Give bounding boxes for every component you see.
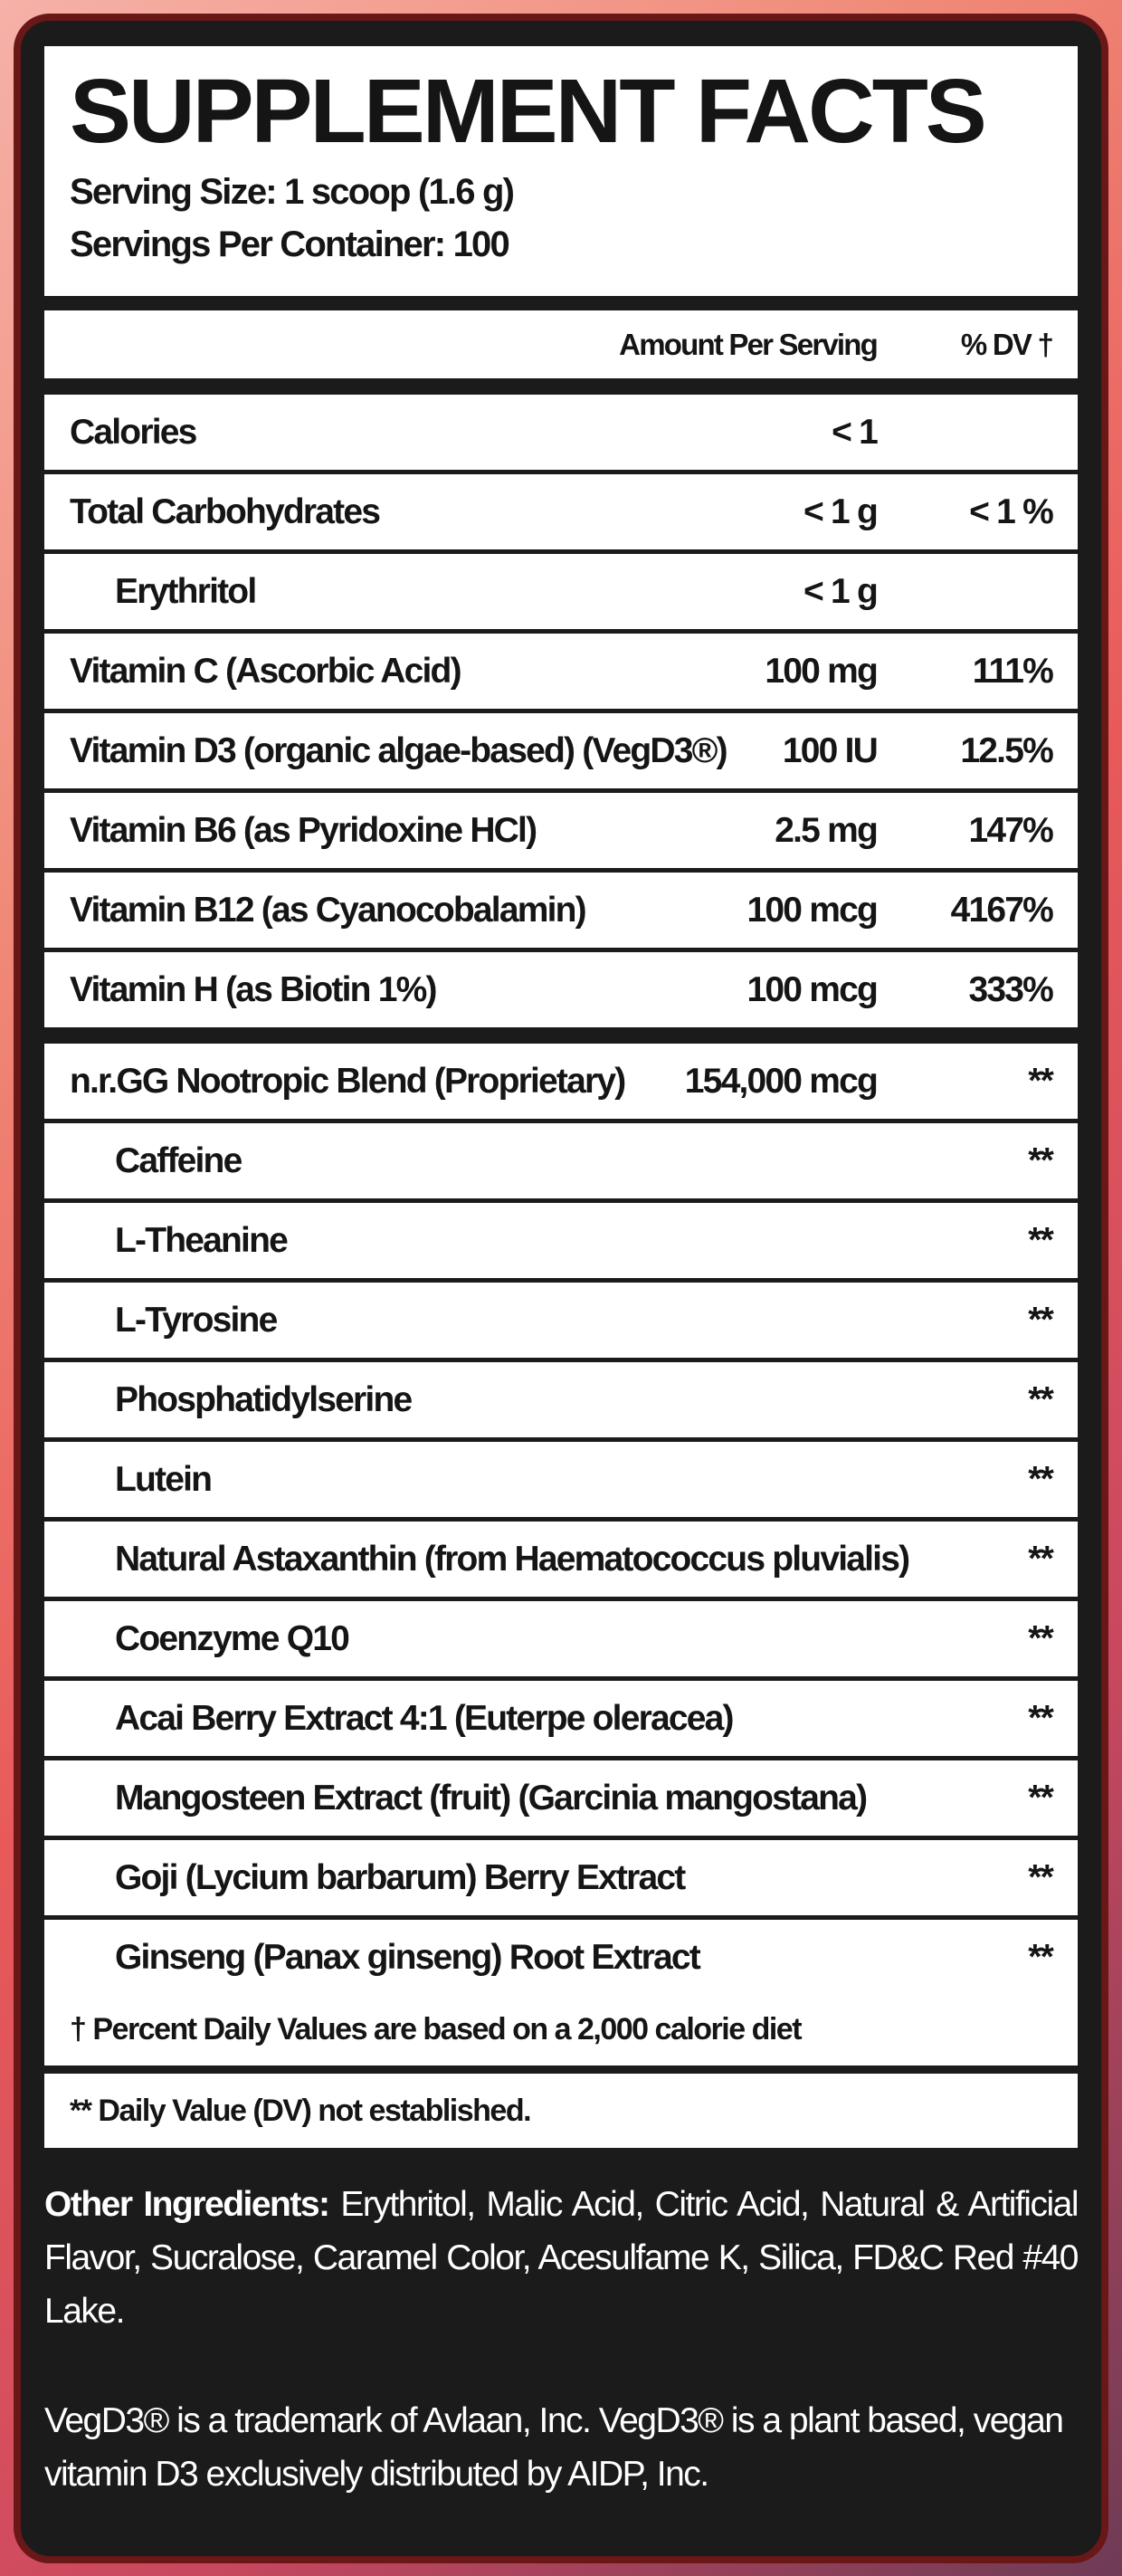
nutrient-amount: 100 IU	[782, 730, 879, 770]
trademark-note: VegD3® is a trademark of Avlaan, Inc. Ve…	[44, 2401, 1064, 2494]
nutrient-name: Vitamin B12 (as Cyanocobalamin)	[70, 890, 587, 930]
nutrient-dv: **	[1028, 1618, 1054, 1658]
nutrient-amount: 100 mg	[765, 651, 878, 691]
table-row: Ginseng (Panax ginseng) Root Extract **	[44, 1920, 1078, 1995]
serving-size: Serving Size: 1 scoop (1.6 g)	[70, 172, 515, 212]
nutrient-dv: **	[1028, 1539, 1054, 1579]
table-row: Phosphatidylserine **	[44, 1362, 1078, 1437]
nutrient-name: Mangosteen Extract (fruit) (Garcinia man…	[115, 1778, 868, 1818]
table-row: Vitamin B6 (as Pyridoxine HCl) 2.5 mg 147%	[44, 793, 1078, 868]
nutrient-dv: 12.5%	[960, 730, 1053, 770]
table-row: Acai Berry Extract 4:1 (Euterpe oleracea…	[44, 1681, 1078, 1756]
nutrient-dv: **	[1028, 1459, 1054, 1499]
nutrient-dv: 4167%	[950, 890, 1054, 930]
nutrient-dv: < 1 %	[969, 491, 1054, 531]
table-row: Erythritol < 1 g	[44, 554, 1078, 629]
nutrient-name: Ginseng (Panax ginseng) Root Extract	[115, 1937, 701, 1977]
title-panel: SUPPLEMENT FACTS Serving Size: 1 scoop (…	[44, 46, 1078, 296]
nutrient-amount: < 1 g	[803, 571, 879, 611]
nutrient-dv: **	[1028, 1061, 1054, 1101]
nutrient-name: L-Tyrosine	[115, 1300, 278, 1340]
nutrient-name: Vitamin C (Ascorbic Acid)	[70, 651, 462, 691]
page-title: SUPPLEMENT FACTS	[70, 61, 987, 162]
nutrient-name: Coenzyme Q10	[115, 1618, 350, 1658]
table-row: Goji (Lycium barbarum) Berry Extract **	[44, 1840, 1078, 1915]
table-row: Caffeine **	[44, 1123, 1078, 1198]
nutrient-dv: **	[1028, 1857, 1054, 1897]
nutrient-name: Goji (Lycium barbarum) Berry Extract	[115, 1857, 686, 1897]
amount-header: Amount Per Serving	[619, 327, 879, 361]
table-row: Vitamin H (as Biotin 1%) 100 mcg 333%	[44, 952, 1078, 1027]
nutrient-dv: 111%	[972, 651, 1054, 691]
supplement-facts-card: SUPPLEMENT FACTS Serving Size: 1 scoop (…	[14, 14, 1108, 2563]
table-row: Vitamin D3 (organic algae-based) (VegD3®…	[44, 713, 1078, 788]
dv-header: % DV †	[960, 327, 1054, 361]
nutrient-name: Vitamin D3 (organic algae-based) (VegD3®…	[70, 730, 728, 770]
nutrient-dv: **	[1028, 1778, 1054, 1818]
nutrient-name: Caffeine	[115, 1140, 242, 1180]
table-row: Coenzyme Q10 **	[44, 1601, 1078, 1676]
table-row: Lutein **	[44, 1442, 1078, 1517]
footnote-not-established: ** Daily Value (DV) not established.	[44, 2074, 1078, 2148]
nutrient-dv: **	[1028, 1698, 1054, 1738]
nutrient-dv: **	[1028, 1140, 1054, 1180]
table-row: Total Carbohydrates < 1 g < 1 %	[44, 474, 1078, 549]
nutrient-name: Erythritol	[115, 571, 257, 611]
table-row: L-Tyrosine **	[44, 1283, 1078, 1358]
nutrient-dv: **	[1028, 1937, 1054, 1977]
nutrient-amount: < 1 g	[803, 491, 879, 531]
nutrient-name: Calories	[70, 412, 197, 452]
nutrient-amount: 2.5 mg	[775, 810, 879, 850]
nutrient-dv: 147%	[968, 810, 1053, 850]
nutrient-amount: < 1	[832, 412, 879, 452]
table-header: Amount Per Serving % DV †	[44, 310, 1078, 378]
nutrient-dv: 333%	[968, 969, 1053, 1009]
nutrient-amount: 100 mcg	[746, 969, 879, 1009]
nutrient-dv: **	[1028, 1379, 1054, 1419]
blend-row: n.r.GG Nootropic Blend (Proprietary) 154,…	[44, 1044, 1078, 1119]
nutrient-name: Total Carbohydrates	[70, 491, 381, 531]
table-row: Vitamin C (Ascorbic Acid) 100 mg 111%	[44, 634, 1078, 709]
nutrient-name: Vitamin B6 (as Pyridoxine HCl)	[70, 810, 537, 850]
table-row: Vitamin B12 (as Cyanocobalamin) 100 mcg 41…	[44, 873, 1078, 948]
nutrient-name: L-Theanine	[115, 1220, 289, 1260]
nutrient-name: Vitamin H (as Biotin 1%)	[70, 969, 437, 1009]
other-ingredients-label: Other Ingredients:	[44, 2185, 330, 2224]
nutrient-name: Natural Astaxanthin (from Haematococcus …	[115, 1539, 910, 1579]
nutrient-name: Phosphatidylserine	[115, 1379, 413, 1419]
table-row: Calories < 1	[44, 395, 1078, 470]
table-row: Mangosteen Extract (fruit) (Garcinia man…	[44, 1760, 1078, 1836]
other-ingredients-text: Erythritol, Malic Acid, Citric Acid, Nat…	[44, 2185, 1079, 2331]
footnote-dv: † Percent Daily Values are based on a 2,…	[44, 1993, 1078, 2066]
other-ingredients: Other Ingredients: Erythritol, Malic Aci…	[44, 2178, 1079, 2338]
nutrient-amount: 100 mcg	[746, 890, 879, 930]
nutrient-name: Acai Berry Extract 4:1 (Euterpe oleracea…	[115, 1698, 735, 1738]
nutrient-dv: **	[1028, 1220, 1054, 1260]
nutrient-name: Lutein	[115, 1459, 213, 1499]
nutrient-dv: **	[1028, 1300, 1054, 1340]
table-row: L-Theanine **	[44, 1203, 1078, 1278]
table-row: Natural Astaxanthin (from Haematococcus …	[44, 1522, 1078, 1597]
nutrient-name: n.r.GG Nootropic Blend (Proprietary)	[70, 1061, 626, 1101]
nutrient-amount: 154,000 mcg	[684, 1061, 879, 1101]
servings-per-container: Servings Per Container: 100	[70, 224, 510, 264]
